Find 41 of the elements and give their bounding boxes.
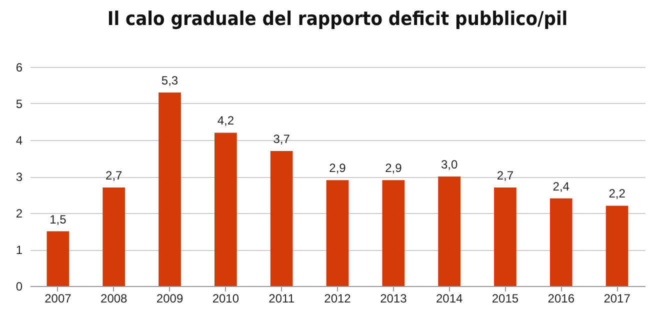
x-tick-label: 2009 <box>156 292 184 306</box>
y-tick-label: 6 <box>16 60 23 74</box>
chart-title: Il calo graduale del rapporto deficit pubblico/pil <box>107 8 568 30</box>
data-label: 2,9 <box>329 161 346 176</box>
x-tick-label: 2010 <box>212 292 240 306</box>
data-label: 2,4 <box>552 179 570 194</box>
bar <box>382 180 405 286</box>
x-tick-label: 2012 <box>324 292 352 306</box>
data-label: 1,5 <box>50 212 67 226</box>
bar <box>494 187 516 286</box>
x-tick-label: 2014 <box>436 292 463 306</box>
x-tick-label: 2008 <box>100 292 128 306</box>
bar <box>214 132 237 286</box>
data-label: 2,2 <box>608 186 626 201</box>
data-label: 3,0 <box>440 158 458 172</box>
bar <box>550 198 572 286</box>
bar <box>46 231 70 286</box>
data-label: 4,2 <box>217 114 234 128</box>
data-label: 3,7 <box>273 132 290 146</box>
y-tick-label: 4 <box>16 134 23 148</box>
bar <box>606 206 628 286</box>
bar <box>438 176 460 286</box>
data-label: 5,3 <box>161 74 178 88</box>
y-tick-label: 3 <box>16 170 23 184</box>
bar <box>102 187 126 286</box>
x-tick-label: 2013 <box>380 292 408 306</box>
x-tick-label: 2011 <box>268 292 295 306</box>
y-tick-label: 0 <box>16 280 23 294</box>
bar <box>326 180 349 286</box>
bar <box>158 92 181 286</box>
x-tick-label: 2015 <box>492 292 519 306</box>
data-label: 2,7 <box>106 168 123 182</box>
x-tick-label: 2016 <box>548 292 575 306</box>
x-tick-label: 2017 <box>604 292 631 306</box>
y-tick-label: 2 <box>16 206 23 220</box>
y-tick-label: 5 <box>16 97 23 111</box>
data-label: 2,7 <box>496 168 514 182</box>
bar <box>270 150 293 286</box>
data-label: 2,9 <box>385 161 402 176</box>
y-tick-label: 1 <box>16 243 23 257</box>
x-tick-label: 2007 <box>44 292 72 306</box>
